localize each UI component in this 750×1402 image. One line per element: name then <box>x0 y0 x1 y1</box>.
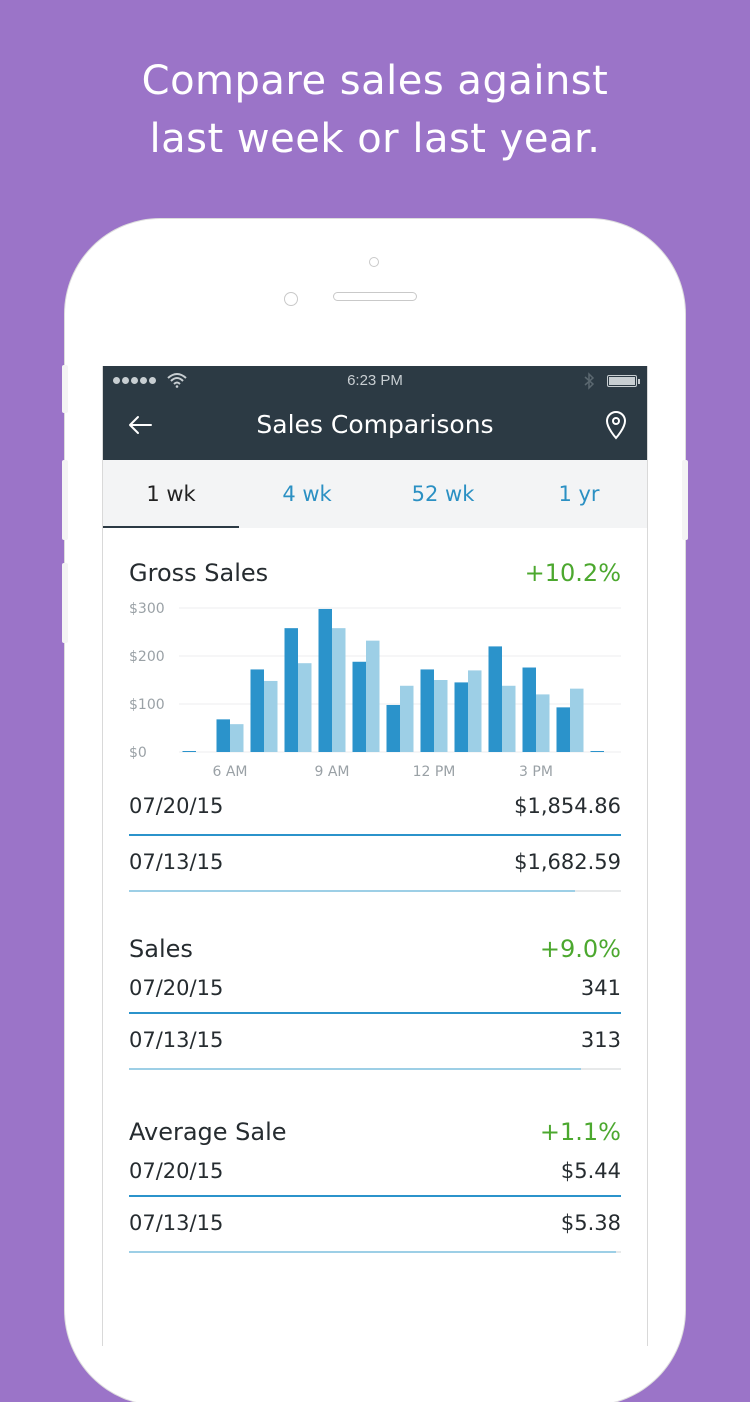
marketing-headline: Compare sales against last week or last … <box>0 52 750 168</box>
bar-previous <box>264 680 278 752</box>
bar-current <box>182 751 196 752</box>
y-tick-label: $100 <box>129 697 165 713</box>
row-value: $1,854.86 <box>514 794 621 818</box>
bar-previous <box>434 680 448 752</box>
bar-current <box>250 669 264 752</box>
bar-current <box>590 751 604 752</box>
bar-previous <box>468 670 482 752</box>
row-date: 07/20/15 <box>129 1159 224 1183</box>
bar-current <box>284 628 298 752</box>
gross-sales-change: +10.2% <box>524 559 621 587</box>
bar-current <box>522 667 536 752</box>
average-sale-row-previous[interactable]: 07/13/15 $5.38 <box>129 1197 621 1253</box>
bar-previous <box>502 685 516 752</box>
average-sale-change: +1.1% <box>539 1118 621 1146</box>
x-tick-label: 12 PM <box>413 764 456 780</box>
phone-power-button <box>682 460 688 540</box>
nav-bar: Sales Comparisons <box>103 396 647 460</box>
bar-current <box>318 608 332 752</box>
y-tick-label: $300 <box>129 601 165 617</box>
x-tick-label: 9 AM <box>314 764 349 780</box>
row-value: 313 <box>580 1028 621 1052</box>
row-value: $1,682.59 <box>514 850 621 874</box>
bar-current <box>454 682 468 752</box>
location-pin-icon[interactable] <box>603 410 629 440</box>
gross-sales-rows: 07/20/15 $1,854.86 07/13/15 $1,682.59 <box>129 780 621 892</box>
gross-sales-row-previous[interactable]: 07/13/15 $1,682.59 <box>129 836 621 892</box>
row-date: 07/13/15 <box>129 850 224 874</box>
bar-previous <box>332 628 346 752</box>
status-time: 6:23 PM <box>347 372 403 389</box>
gross-sales-section: Gross Sales +10.2% <box>129 556 621 590</box>
sales-row-previous[interactable]: 07/13/15 313 <box>129 1014 621 1070</box>
average-sale-title: Average Sale <box>129 1118 287 1146</box>
app-screen: 6:23 PM Sales Comparisons 1 wk 4 wk 52 w… <box>102 366 648 1346</box>
page-title: Sales Comparisons <box>256 410 494 439</box>
average-sale-section: Average Sale +1.1% 07/20/15 $5.44 07/13/… <box>129 1115 621 1253</box>
bar-current <box>420 669 434 752</box>
row-date: 07/13/15 <box>129 1028 224 1052</box>
tab-4-wk[interactable]: 4 wk <box>282 482 332 506</box>
x-tick-label: 3 PM <box>519 764 553 780</box>
sales-section: Sales +9.0% 07/20/15 341 07/13/15 313 <box>129 932 621 1070</box>
bar-current <box>386 704 400 752</box>
row-value: $5.44 <box>560 1159 621 1183</box>
gross-sales-row-current[interactable]: 07/20/15 $1,854.86 <box>129 780 621 836</box>
y-tick-label: $0 <box>129 745 147 761</box>
sales-header: Sales +9.0% <box>129 932 621 966</box>
headline-line-1: Compare sales against <box>141 58 609 104</box>
x-tick-label: 6 AM <box>212 764 247 780</box>
tab-52-wk[interactable]: 52 wk <box>411 482 475 506</box>
bluetooth-icon <box>584 372 595 390</box>
bar-previous <box>230 724 244 752</box>
phone-volume-up <box>62 460 68 540</box>
wifi-icon <box>167 373 187 388</box>
y-tick-label: $200 <box>129 649 165 665</box>
bar-current <box>352 661 366 752</box>
sales-change: +9.0% <box>539 935 621 963</box>
average-sale-row-current[interactable]: 07/20/15 $5.44 <box>129 1149 621 1197</box>
signal-icon <box>113 377 156 384</box>
bar-previous <box>400 685 414 752</box>
row-value: $5.38 <box>560 1211 621 1235</box>
bar-previous <box>536 694 550 752</box>
average-sale-header: Average Sale +1.1% <box>129 1115 621 1149</box>
phone-mute-switch <box>62 365 68 413</box>
status-bar: 6:23 PM <box>103 366 647 396</box>
row-date: 07/13/15 <box>129 1211 224 1235</box>
bar-current <box>216 719 230 752</box>
phone-volume-down <box>62 563 68 643</box>
battery-icon <box>607 375 640 387</box>
row-value: 341 <box>580 976 621 1000</box>
gross-sales-header: Gross Sales +10.2% <box>129 556 621 590</box>
bar-current <box>556 707 570 752</box>
back-arrow-icon[interactable] <box>125 410 155 440</box>
tab-1-wk[interactable]: 1 wk <box>103 460 239 528</box>
sales-title: Sales <box>129 935 193 963</box>
period-tabs: 1 wk 4 wk 52 wk 1 yr <box>103 460 647 528</box>
row-date: 07/20/15 <box>129 976 224 1000</box>
row-date: 07/20/15 <box>129 794 224 818</box>
phone-speaker <box>333 292 417 301</box>
bar-previous <box>366 640 380 752</box>
bar-previous <box>570 688 584 752</box>
sales-row-current[interactable]: 07/20/15 341 <box>129 966 621 1014</box>
bar-current <box>488 646 502 752</box>
headline-line-2: last week or last year. <box>149 116 601 162</box>
phone-camera <box>369 257 379 267</box>
gross-sales-chart: $300 $200 $100 $0 6 AM 9 AM 12 PM 3 PM <box>129 601 621 780</box>
phone-sensor <box>284 292 298 306</box>
gross-sales-title: Gross Sales <box>129 559 269 587</box>
bar-previous <box>298 663 312 752</box>
tab-1-yr[interactable]: 1 yr <box>558 482 600 506</box>
